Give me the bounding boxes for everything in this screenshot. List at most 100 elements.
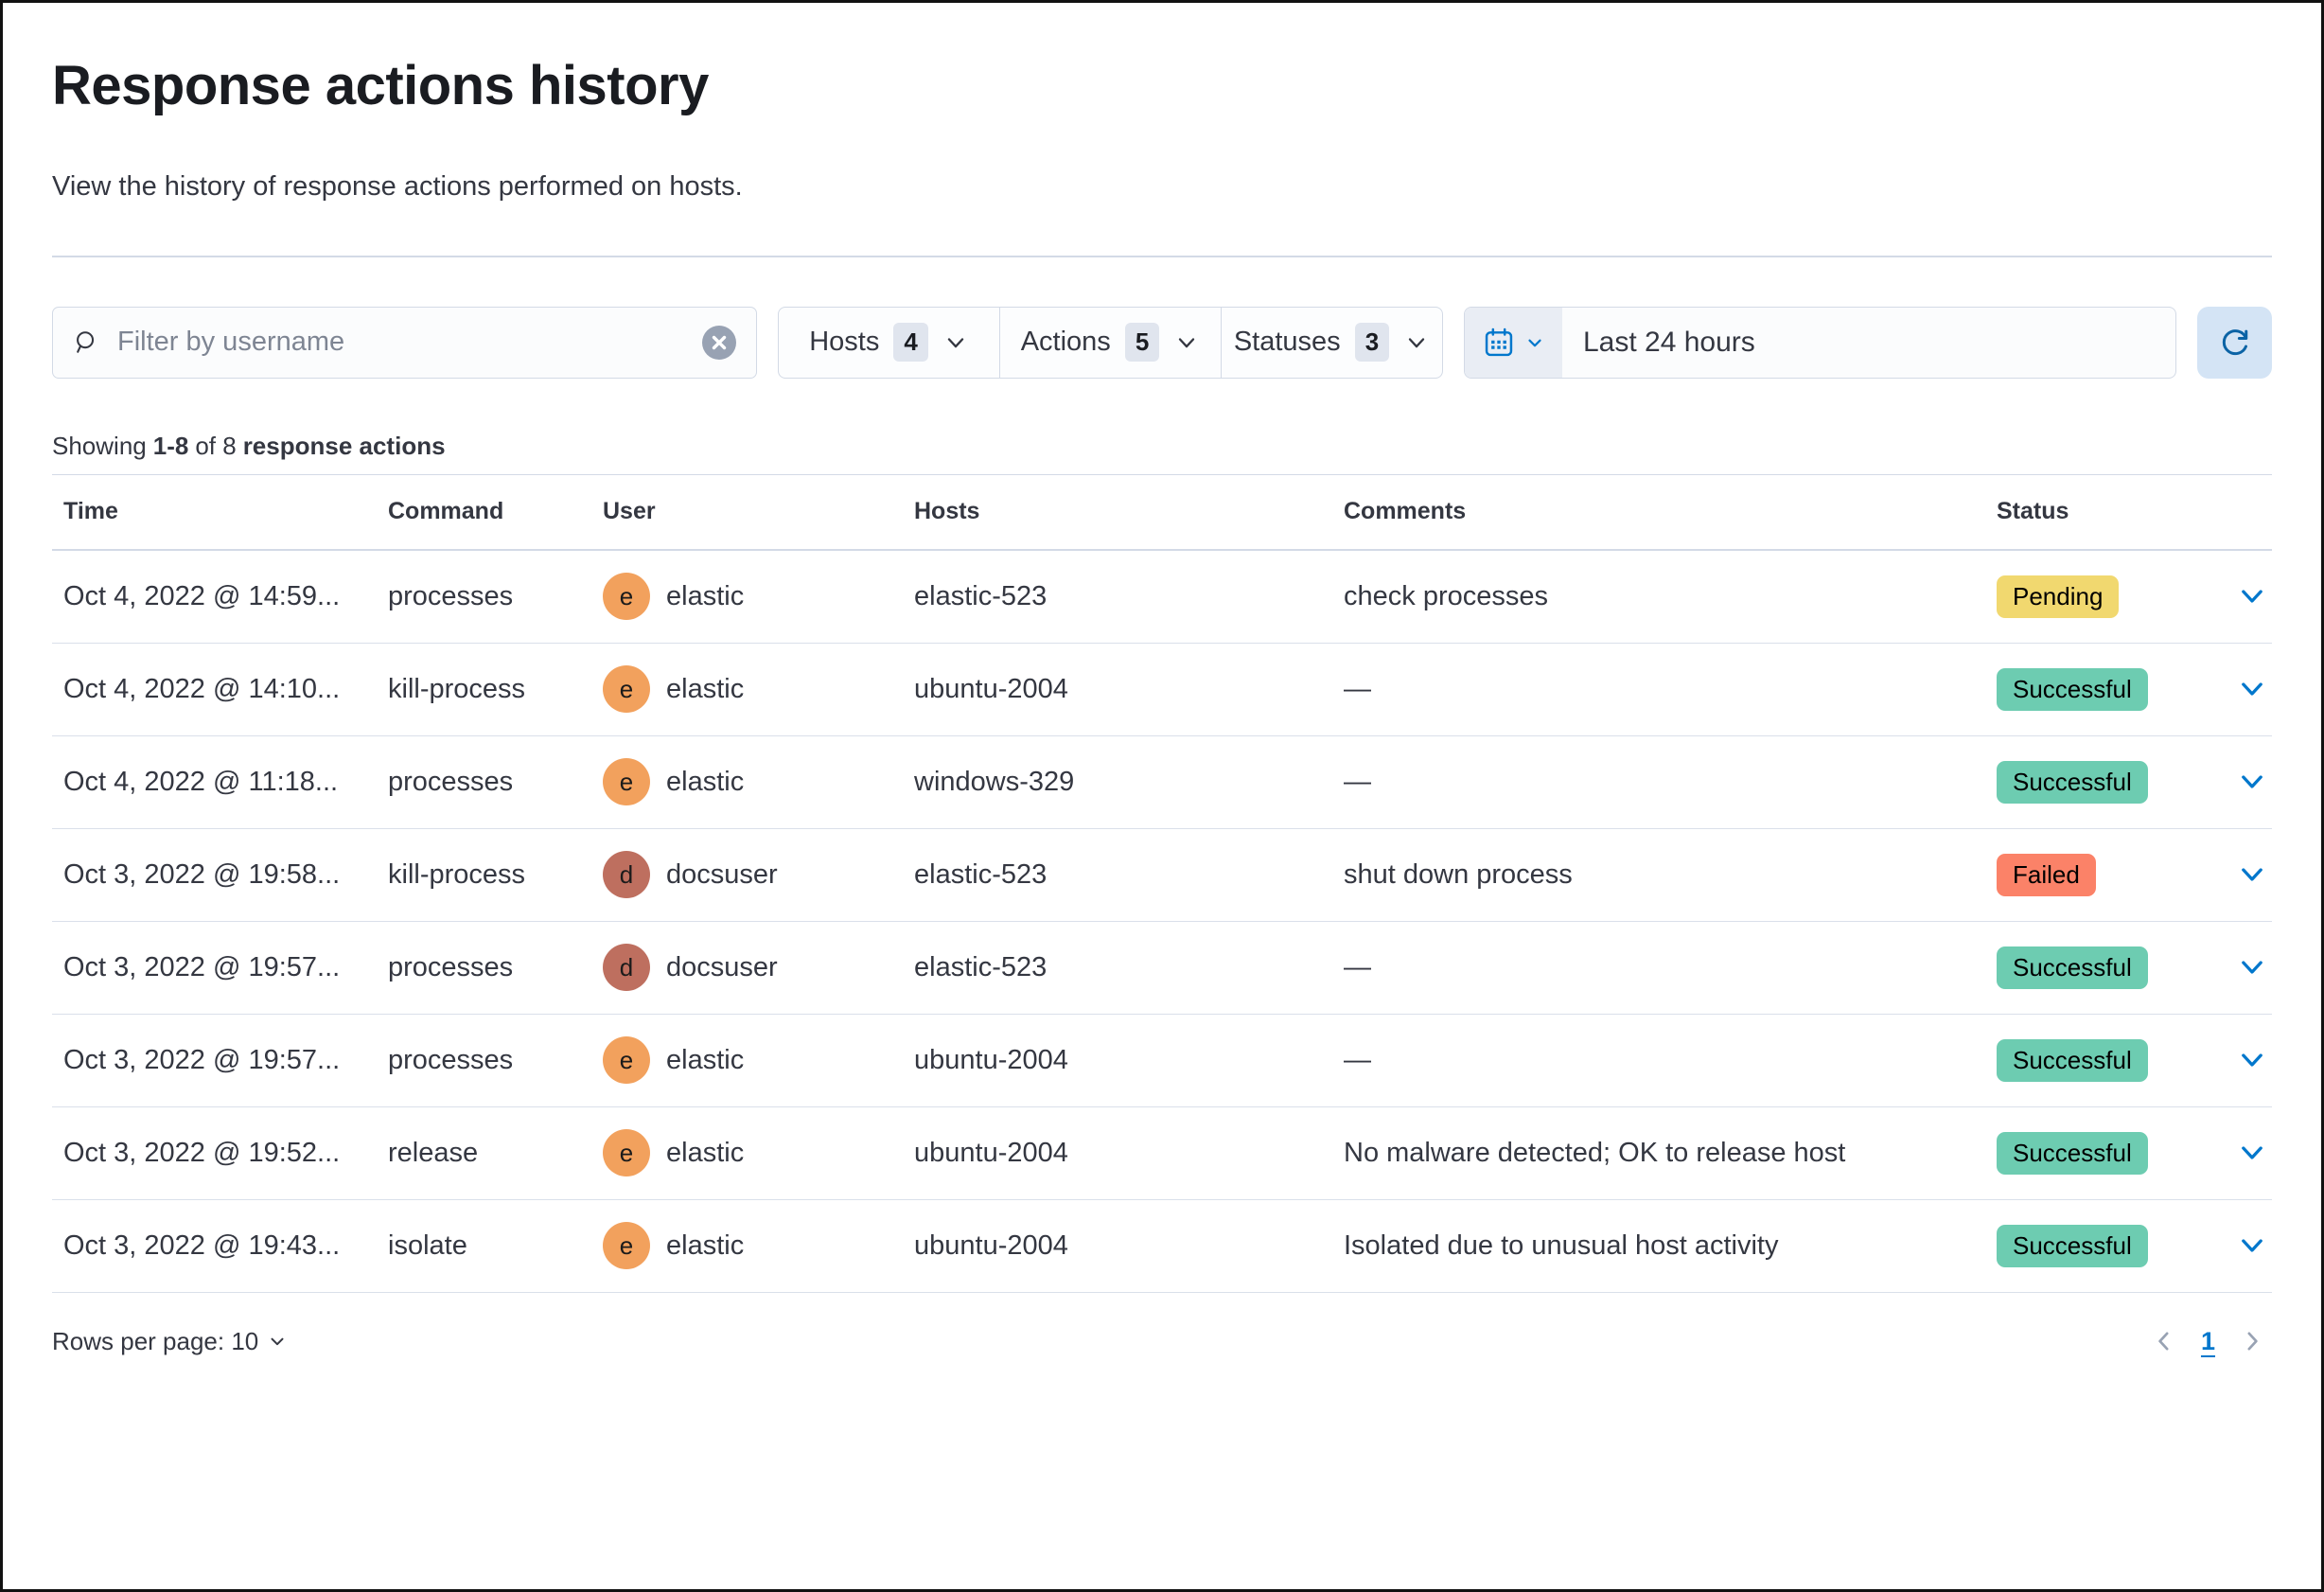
- cell-status: Successful: [1997, 667, 2236, 711]
- rows-per-page-selector[interactable]: Rows per page: 10: [52, 1327, 288, 1356]
- chevron-down-icon: [947, 338, 963, 347]
- cell-user: d docsuser: [603, 851, 914, 899]
- user-avatar: e: [603, 758, 650, 806]
- chevron-down-icon: [2242, 682, 2262, 696]
- cell-command: kill-process: [388, 858, 526, 890]
- cell-comments: check processes: [1344, 580, 1548, 611]
- page-subtitle: View the history of response actions per…: [52, 170, 743, 202]
- status-badge: Successful: [1997, 1038, 2148, 1082]
- date-picker-quick-menu[interactable]: [1465, 307, 1562, 378]
- username-search-box[interactable]: [52, 306, 757, 379]
- filter-dropdown-statuses[interactable]: Statuses 3: [1222, 308, 1442, 378]
- user-avatar: d: [603, 944, 650, 992]
- cell-user: e elastic: [603, 1222, 914, 1270]
- expand-row-button[interactable]: [2236, 1044, 2268, 1076]
- filter-dropdown-hosts[interactable]: Hosts 4: [779, 307, 1000, 378]
- cell-status: Successful: [1997, 1131, 2236, 1175]
- cell-expander: [2236, 951, 2278, 983]
- cell-comments: shut down process: [1344, 858, 1573, 890]
- user-avatar: e: [603, 573, 650, 621]
- cell-hosts: windows-329: [914, 766, 1075, 797]
- column-header-user: User: [603, 498, 656, 525]
- filter-label: Statuses: [1233, 327, 1341, 358]
- next-page-button[interactable]: [2238, 1327, 2266, 1355]
- results-range: 1-8: [152, 431, 189, 460]
- user-name: docsuser: [666, 858, 778, 890]
- cell-time: Oct 4, 2022 @ 11:18...: [63, 766, 339, 797]
- cell-status: Pending: [1997, 575, 2236, 618]
- column-header-status: Status: [1997, 498, 2069, 525]
- page-number-1[interactable]: 1: [2200, 1326, 2215, 1355]
- cell-status: Successful: [1997, 1038, 2236, 1082]
- refresh-icon: [2222, 328, 2247, 355]
- previous-page-button[interactable]: [2150, 1327, 2178, 1355]
- user-avatar: e: [603, 1222, 650, 1270]
- user-name: elastic: [666, 766, 745, 797]
- status-badge: Successful: [1997, 1131, 2148, 1175]
- cell-comments: —: [1344, 951, 1371, 982]
- clear-search-button[interactable]: [701, 325, 737, 361]
- cell-user: e elastic: [603, 1036, 914, 1085]
- cell-hosts: elastic-523: [914, 951, 1048, 982]
- cell-expander: [2236, 858, 2278, 891]
- chevron-down-icon: [2242, 1053, 2262, 1067]
- column-header-comments: Comments: [1344, 498, 1467, 525]
- expand-row-button[interactable]: [2236, 1229, 2268, 1262]
- expand-row-button[interactable]: [2236, 858, 2268, 891]
- chevron-down-icon: [2242, 1146, 2262, 1159]
- table-row: Oct 4, 2022 @ 14:10... kill-process e el…: [52, 644, 2272, 736]
- cell-hosts: ubuntu-2004: [914, 1044, 1068, 1075]
- expand-row-button[interactable]: [2236, 1137, 2268, 1169]
- filter-group: Hosts 4 Actions 5 Statuses 3: [778, 306, 1443, 379]
- filter-dropdown-actions[interactable]: Actions 5: [1000, 307, 1222, 378]
- header-divider: [52, 255, 2272, 257]
- cell-command: processes: [388, 766, 514, 797]
- cell-status: Successful: [1997, 760, 2236, 804]
- cell-status: Successful: [1997, 946, 2236, 989]
- results-summary: Showing 1-8 of 8 response actions: [52, 431, 446, 460]
- expand-row-button[interactable]: [2236, 766, 2268, 798]
- cell-status: Successful: [1997, 1224, 2236, 1267]
- status-badge: Successful: [1997, 1224, 2148, 1267]
- calendar-icon: [1485, 327, 1513, 356]
- table-row: Oct 3, 2022 @ 19:58... kill-process d do…: [52, 829, 2272, 922]
- expand-row-button[interactable]: [2236, 951, 2268, 983]
- column-header-command: Command: [388, 498, 504, 525]
- cell-command: processes: [388, 951, 514, 982]
- search-input[interactable]: [115, 326, 686, 360]
- user-name: elastic: [666, 580, 745, 611]
- user-avatar: d: [603, 851, 650, 899]
- cell-hosts: elastic-523: [914, 580, 1048, 611]
- expand-row-button[interactable]: [2236, 580, 2268, 612]
- cell-user: e elastic: [603, 573, 914, 621]
- cell-user: e elastic: [603, 758, 914, 806]
- user-avatar: e: [603, 1129, 650, 1177]
- status-badge: Failed: [1997, 853, 2096, 896]
- chevron-down-icon: [2242, 961, 2262, 974]
- column-header-time: Time: [63, 498, 118, 525]
- filter-count-badge: 4: [893, 323, 928, 363]
- cell-hosts: elastic-523: [914, 858, 1048, 890]
- status-badge: Successful: [1997, 667, 2148, 711]
- table-row: Oct 3, 2022 @ 19:52... release e elastic…: [52, 1107, 2272, 1200]
- chevron-down-icon: [271, 1337, 284, 1346]
- page-title: Response actions history: [52, 55, 709, 116]
- chevron-down-icon: [1179, 338, 1195, 347]
- expand-row-button[interactable]: [2236, 673, 2268, 705]
- cell-expander: [2236, 1137, 2278, 1169]
- cell-command: kill-process: [388, 673, 526, 704]
- cell-expander: [2236, 673, 2278, 705]
- cell-time: Oct 4, 2022 @ 14:59...: [63, 580, 341, 611]
- cell-command: processes: [388, 1044, 514, 1075]
- refresh-button[interactable]: [2197, 306, 2272, 379]
- table-row: Oct 3, 2022 @ 19:43... isolate e elastic…: [52, 1200, 2272, 1293]
- user-name: elastic: [666, 673, 745, 704]
- date-range-value[interactable]: Last 24 hours: [1583, 326, 1755, 358]
- cell-comments: —: [1344, 673, 1371, 704]
- chevron-down-icon: [2242, 868, 2262, 881]
- user-name: elastic: [666, 1044, 745, 1075]
- user-avatar: e: [603, 665, 650, 714]
- status-badge: Pending: [1997, 575, 2120, 618]
- close-icon: [702, 325, 736, 360]
- user-avatar: e: [603, 1036, 650, 1085]
